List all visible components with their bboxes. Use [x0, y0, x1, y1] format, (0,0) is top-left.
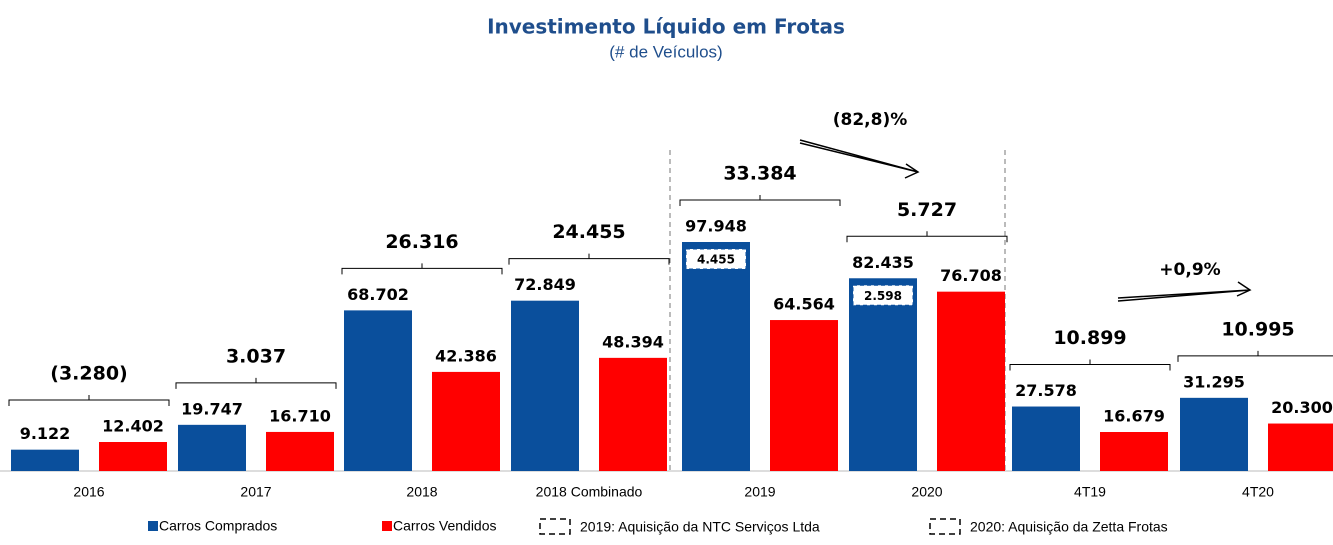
change-label: (82,8)% — [833, 110, 908, 130]
net-label: 5.727 — [897, 199, 957, 221]
net-label: 10.995 — [1221, 318, 1294, 340]
value-label: 31.295 — [1183, 372, 1245, 391]
value-label: 12.402 — [102, 417, 164, 436]
value-label: 27.578 — [1015, 381, 1077, 400]
bar — [11, 449, 79, 471]
value-label: 16.679 — [1103, 407, 1165, 426]
value-label: 16.710 — [269, 406, 331, 425]
net-bracket — [846, 231, 1008, 243]
bar — [1268, 423, 1333, 471]
bar — [599, 357, 667, 471]
value-label: 20.300 — [1271, 398, 1333, 417]
legend-label: Carros Comprados — [159, 518, 277, 534]
value-label: 76.708 — [940, 266, 1002, 285]
net-label: 10.899 — [1053, 327, 1126, 349]
bar — [178, 424, 246, 471]
note-label: 2020: Aquisição da Zetta Frotas — [970, 519, 1168, 535]
value-label: 48.394 — [602, 332, 664, 351]
x-tick-label: 4T20 — [1242, 484, 1274, 500]
bar — [682, 242, 750, 471]
acquired-box — [852, 284, 914, 306]
bar — [770, 320, 838, 471]
x-tick-label: 2019 — [744, 484, 775, 500]
chart-title: Investimento Líquido em Frotas — [487, 15, 845, 39]
net-label: 3.037 — [226, 345, 286, 367]
net-label: 26.316 — [385, 231, 458, 253]
net-bracket — [679, 195, 841, 206]
acquired-label: 4.455 — [697, 253, 735, 267]
change-arrow — [799, 139, 920, 179]
value-label: 82.435 — [852, 253, 914, 272]
change-arrow — [1117, 281, 1252, 302]
bar — [99, 442, 167, 471]
net-bracket — [8, 395, 170, 407]
acquired-label: 2.598 — [864, 289, 902, 303]
bar — [1012, 406, 1080, 471]
x-tick-label: 2016 — [73, 484, 104, 500]
net-label: 33.384 — [723, 163, 796, 185]
net-bracket — [341, 263, 503, 275]
bar — [937, 291, 1005, 471]
acquired-box — [685, 248, 747, 270]
net-label: (3.280) — [50, 363, 127, 385]
value-label: 42.386 — [435, 346, 497, 365]
x-tick-label: 2017 — [240, 484, 271, 500]
value-label: 72.849 — [514, 275, 576, 294]
x-tick-label: 2018 Combinado — [536, 484, 643, 500]
note-label: 2019: Aquisição da NTC Serviços Ltda — [580, 519, 820, 535]
bar — [1100, 432, 1168, 471]
value-label: 97.948 — [685, 217, 747, 236]
value-label: 64.564 — [773, 295, 835, 314]
bar — [1180, 397, 1248, 471]
x-tick-label: 4T19 — [1074, 484, 1106, 500]
x-tick-label: 2018 — [406, 484, 437, 500]
note-swatch — [539, 518, 571, 535]
net-bracket — [1177, 350, 1333, 362]
net-bracket — [1009, 359, 1171, 371]
chart-subtitle: (# de Veículos) — [609, 42, 722, 61]
note-swatch — [929, 518, 961, 535]
bar — [344, 310, 412, 471]
legend-label: Carros Vendidos — [393, 518, 497, 534]
legend-swatch — [148, 521, 158, 531]
bar — [511, 300, 579, 471]
x-tick-label: 2020 — [911, 484, 942, 500]
value-label: 68.702 — [347, 285, 409, 304]
bar — [849, 278, 917, 471]
value-label: 9.122 — [20, 424, 71, 443]
net-bracket — [508, 253, 670, 265]
bar — [432, 371, 500, 471]
net-label: 24.455 — [552, 221, 625, 243]
net-bracket — [175, 377, 337, 389]
value-label: 19.747 — [181, 399, 243, 418]
legend-swatch — [382, 521, 392, 531]
change-label: +0,9% — [1159, 260, 1220, 280]
bar — [266, 431, 334, 471]
